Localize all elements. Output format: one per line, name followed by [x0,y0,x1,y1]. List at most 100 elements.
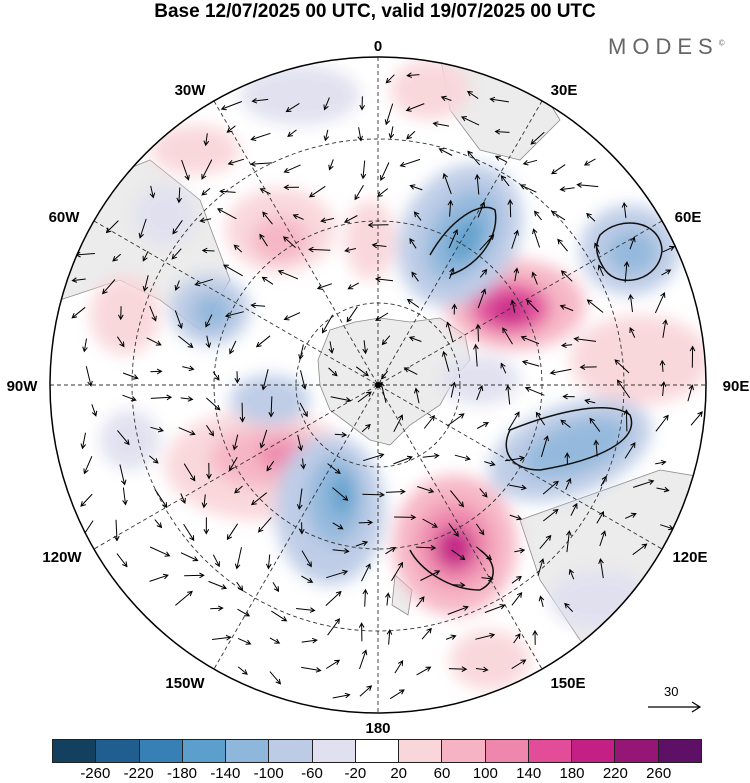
wind-vector-arrow [442,172,452,195]
wind-vector-arrow [573,336,597,342]
wind-vector-arrow [283,312,301,321]
anomaly-negative-5-core [192,294,232,330]
wind-vector-arrow [119,464,127,486]
colorbar-tick-label: 20 [390,765,407,782]
wind-vector-arrow [405,103,425,112]
wind-vector-arrow [150,426,165,433]
lon-label-60w: 60W [49,209,81,226]
wind-vector-arrow [542,480,559,495]
wind-vector-arrow [476,385,484,401]
wind-vector-arrow [623,261,630,283]
wind-vector-arrow [628,293,634,312]
wind-vector-arrow [212,371,220,381]
wind-vector-arrow [589,417,601,432]
wind-vector-arrow [440,95,452,102]
wind-vector-arrow [562,393,575,400]
wind-vector-arrow [332,487,349,501]
wind-vector-arrow [521,359,540,367]
wind-vector-arrow [448,523,459,537]
colorbar-swatch [399,740,443,762]
wind-vector-arrow [502,327,513,345]
colorbar-swatch [96,740,140,762]
wind-vector-arrow [414,387,420,404]
wind-vector-arrow [375,312,389,321]
wind-vector-arrow [116,336,125,348]
wind-vector-arrow [299,402,308,418]
wind-vector-arrow [616,379,631,399]
wind-vector-arrow [479,234,495,251]
wind-vector-arrow [199,217,212,223]
anomaly-negative-7 [135,185,195,245]
wind-vector-arrow [85,366,93,387]
graticule [50,57,706,713]
wind-vector-arrow [448,229,458,249]
wind-vector-arrow [206,397,221,411]
wind-vector-arrow [568,568,575,580]
wind-vector-arrow [220,101,242,111]
colorbar-swatch [139,740,183,762]
wind-vector-arrow [447,605,469,615]
wind-vector-arrow [122,487,128,506]
wind-vector-arrow [269,671,282,685]
wind-vector-arrow [423,414,435,429]
wind-vector-arrow [409,238,417,249]
wind-vector-arrow [510,299,516,313]
wind-vector-arrow [359,649,368,670]
wind-vector-arrow [237,637,252,645]
wind-vector-arrow [321,314,334,334]
wind-vector-arrow [500,175,510,187]
colorbar-tick-label: -260 [80,765,111,782]
wind-vector-arrow [532,228,541,248]
wind-vector-arrow [559,186,575,192]
colorbar-labels: -260 -220 -180 -140 -100 -60 -20 20 60 100 140 180 2… [0,763,750,783]
wind-vector-arrow [250,132,271,141]
wind-vector-arrow [560,342,573,349]
wind-vector-arrow [389,689,405,700]
wind-vector-arrow [484,604,506,613]
wind-vector-arrow [285,102,300,113]
lon-label-150w: 150W [165,675,205,692]
wind-vector-arrow [416,544,437,551]
wind-vector-arrow [149,185,156,199]
wind-vector-arrow [269,637,281,644]
wind-vector-arrow [624,512,637,519]
wind-vector-arrow [596,510,605,524]
wind-vector-arrow [146,337,162,346]
lon-label-120e: 120E [672,549,707,566]
wind-vector-arrow [448,666,468,672]
colorbar-tick-label: -180 [166,765,198,782]
wind-vector-arrow [519,184,537,193]
wind-vector-arrow [584,398,596,405]
wind-vector-arrow [399,158,421,168]
modes-logo: MODES© [608,34,725,60]
wind-vector-arrow [662,245,676,253]
wind-vector-arrow [359,96,366,111]
wind-vector-arrow [359,685,373,697]
wind-vector-arrow [355,366,369,377]
anomaly-positive-9 [450,630,530,690]
anomaly-positive-1-peak [435,526,475,570]
wind-vector-arrow [629,236,636,250]
colorbar-tick-label: -220 [123,765,154,782]
colorbar-tick-label: -140 [210,765,241,782]
wind-vector-arrow [380,370,389,380]
wind-vector-arrow [334,431,348,438]
wind-vector-arrow [409,184,423,191]
wind-vector-arrow [361,563,371,582]
wind-vector-arrow [330,396,352,403]
wind-vector-arrow [386,629,393,645]
wind-vector-arrow [417,486,435,494]
wind-vector-arrow [451,549,466,561]
wind-vector-arrow [538,595,545,608]
wind-vector-arrow [201,159,213,180]
wind-vector-arrow [542,508,559,522]
wind-vector-arrow [594,242,601,254]
wind-vector-arrow [511,575,522,584]
wind-vector-arrow [586,299,604,313]
wind-vector-arrow [283,164,301,173]
wind-vector-arrow [180,396,194,402]
wind-vector-arrow [507,199,514,218]
wind-vector-arrow [358,519,374,526]
wind-vector-arrow [656,486,670,493]
anomaly-positive-10 [150,125,240,175]
